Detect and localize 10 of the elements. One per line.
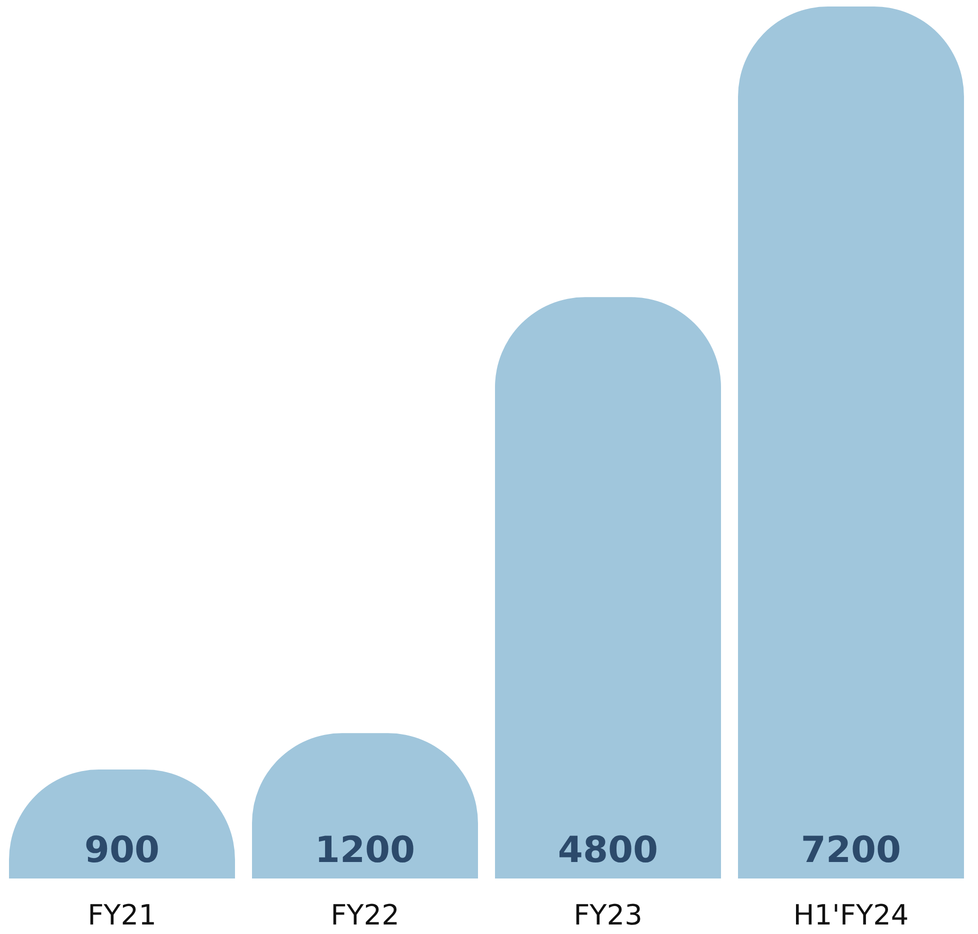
- x-tick-label: FY21: [88, 898, 156, 932]
- x-tick-label: H1'FY24: [793, 898, 909, 932]
- data-label: 900: [84, 830, 160, 871]
- data-label: 4800: [558, 830, 658, 871]
- x-tick-label: FY22: [330, 898, 400, 932]
- data-label: 7200: [800, 830, 902, 871]
- bar: [738, 6, 964, 878]
- data-label: 1200: [314, 830, 416, 871]
- x-tick-label: FY23: [574, 898, 642, 932]
- bar: [495, 297, 721, 878]
